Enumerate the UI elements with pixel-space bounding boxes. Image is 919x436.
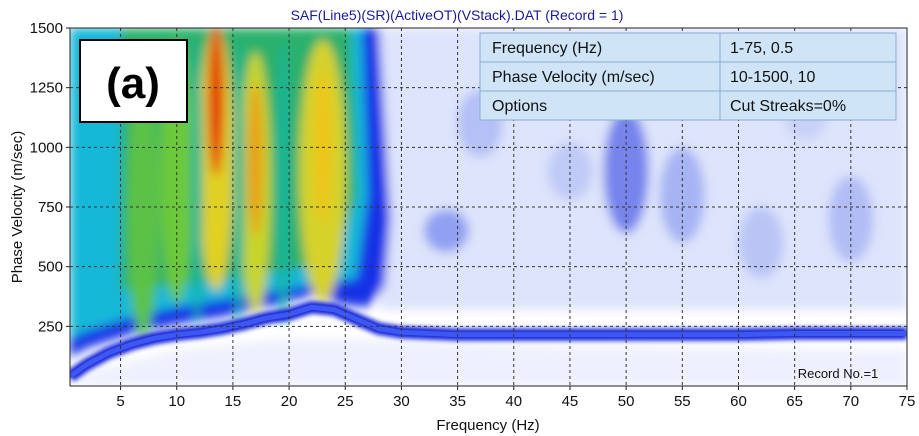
y-tick-label: 1250 xyxy=(30,80,63,97)
x-axis-ticks: 5 10 15 20 25 30 35 40 45 50 55 60 65 70 75 xyxy=(116,386,915,410)
x-tick-label: 10 xyxy=(168,393,185,410)
record-number-note: Record No.=1 xyxy=(798,366,879,381)
x-tick-label: 15 xyxy=(225,393,242,410)
energy-patch xyxy=(547,142,593,200)
table-param-value: 10-1500, 10 xyxy=(730,69,816,86)
x-tick-label: 65 xyxy=(786,393,803,410)
energy-patch xyxy=(659,147,705,243)
table-cell-value xyxy=(719,90,897,121)
y-axis-label: Phase Velocity (m/sec) xyxy=(9,131,26,284)
x-tick-label: 30 xyxy=(393,393,410,410)
y-tick-label: 500 xyxy=(38,259,63,276)
table-cell-value xyxy=(719,32,897,63)
x-tick-label: 50 xyxy=(618,393,635,410)
energy-patch xyxy=(828,175,874,262)
table-param-label: Frequency (Hz) xyxy=(492,40,602,57)
table-param-label: Phase Velocity (m/sec) xyxy=(492,69,655,86)
x-tick-label: 70 xyxy=(842,393,859,410)
energy-gap xyxy=(191,39,203,327)
energy-gap xyxy=(276,39,291,327)
table-cell-param xyxy=(479,90,721,121)
x-tick-label: 5 xyxy=(116,393,124,410)
table-cell-param xyxy=(479,32,721,63)
x-tick-label: 20 xyxy=(281,393,298,410)
energy-patch xyxy=(738,207,784,279)
energy-peak xyxy=(208,28,224,176)
energy-patch xyxy=(603,109,649,234)
y-axis-ticks: 250 500 750 1000 1250 1500 xyxy=(30,20,70,335)
x-axis-label: Frequency (Hz) xyxy=(436,417,539,434)
x-tick-label: 40 xyxy=(505,393,522,410)
chart-title: SAF(Line5)(SR)(ActiveOT)(VStack).DAT (Re… xyxy=(291,7,624,23)
x-tick-label: 25 xyxy=(337,393,354,410)
y-tick-label: 750 xyxy=(38,199,63,216)
table-param-value: Cut Streaks=0% xyxy=(730,98,846,115)
x-tick-label: 45 xyxy=(562,393,579,410)
table-param-label: Options xyxy=(492,98,547,115)
y-tick-label: 250 xyxy=(38,318,63,335)
panel-label: (a) xyxy=(106,59,160,108)
table-param-value: 1-75, 0.5 xyxy=(730,40,793,57)
low-velocity-field xyxy=(70,338,907,386)
y-tick-label: 1000 xyxy=(30,139,63,156)
x-tick-label: 35 xyxy=(449,393,466,410)
y-tick-label: 1500 xyxy=(30,20,63,37)
energy-gap xyxy=(232,39,245,327)
x-tick-label: 75 xyxy=(899,393,916,410)
table-cell-param xyxy=(479,61,721,92)
panel-label-box: (a) xyxy=(79,39,188,123)
x-tick-label: 60 xyxy=(730,393,747,410)
energy-patch xyxy=(423,209,469,253)
parameter-table: Frequency (Hz) 1-75, 0.5 Phase Velocity (m… xyxy=(479,32,897,121)
energy-peak xyxy=(247,82,264,236)
x-tick-label: 55 xyxy=(674,393,691,410)
